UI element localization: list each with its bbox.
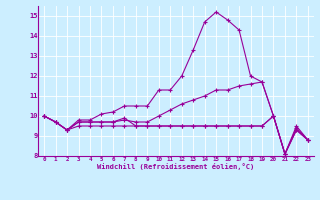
- X-axis label: Windchill (Refroidissement éolien,°C): Windchill (Refroidissement éolien,°C): [97, 163, 255, 170]
